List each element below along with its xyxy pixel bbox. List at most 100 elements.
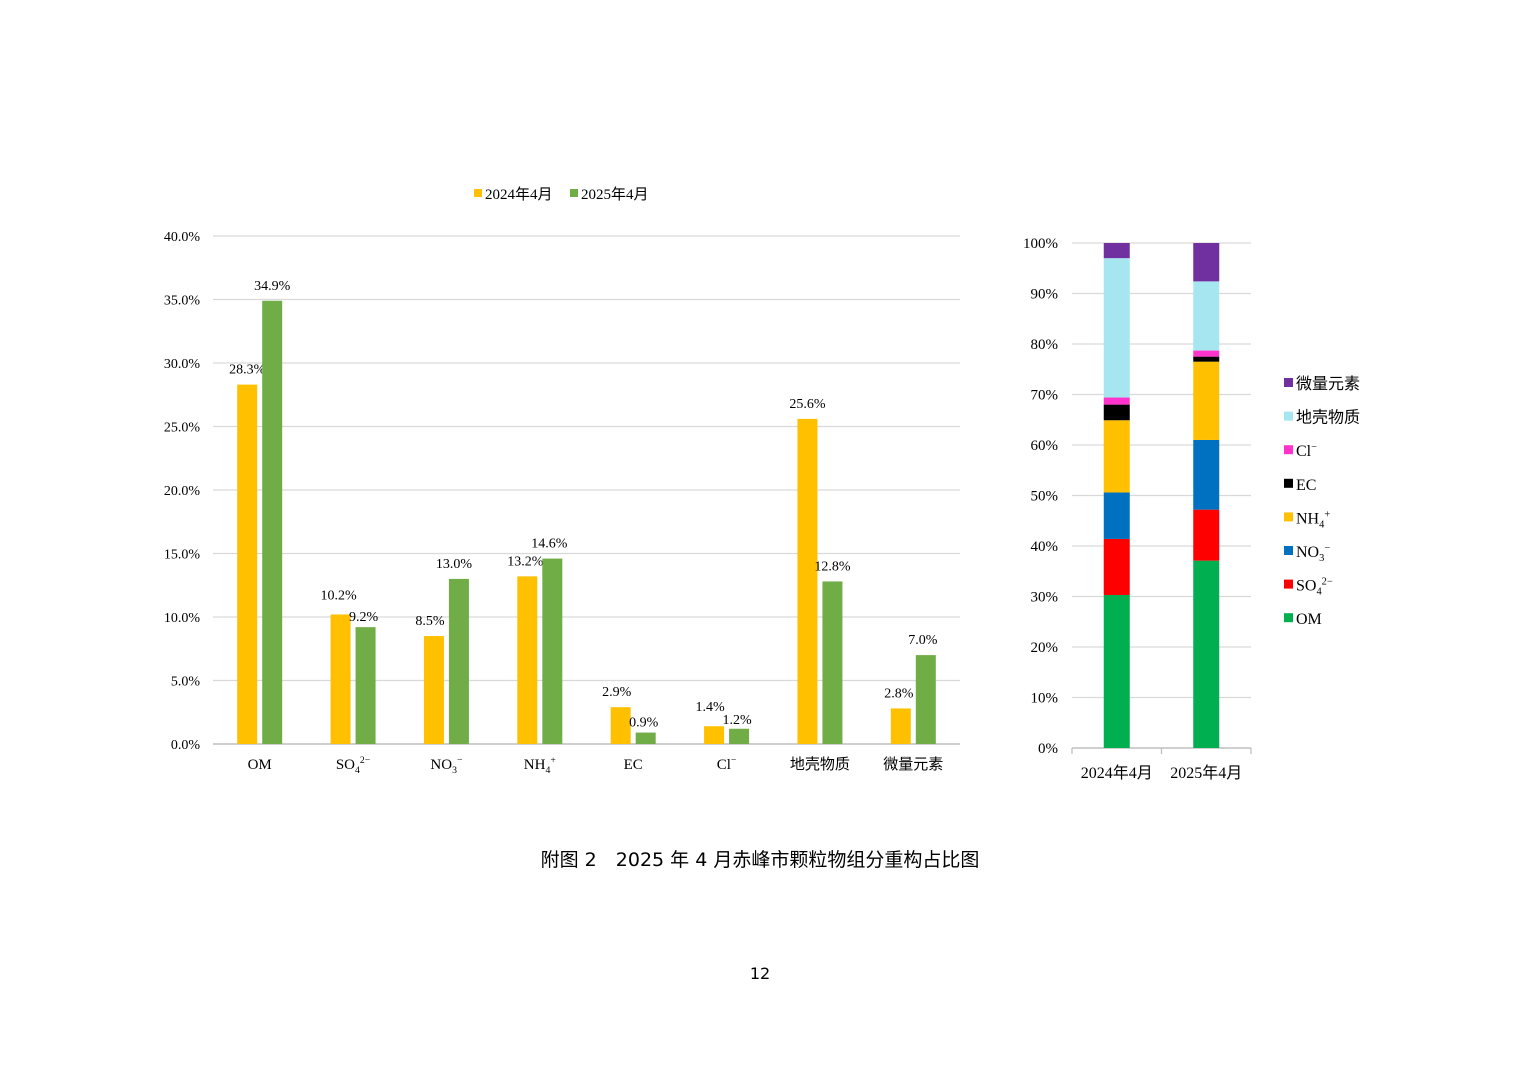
bar (423, 636, 444, 744)
stacked-segment (1103, 594, 1130, 748)
legend-swatch (474, 189, 482, 197)
x-tick-label: 2025年4月 (1170, 764, 1242, 782)
y-tick-label: 10% (1031, 691, 1059, 707)
bar (797, 418, 818, 744)
bar (729, 728, 750, 744)
figure-caption: 附图 2 2025 年 4 月赤峰市颗粒物组分重构占比图 (540, 849, 980, 871)
stacked-segment (1193, 243, 1220, 282)
legend-label: 2024年4月 (485, 186, 553, 203)
y-tick-label: 90% (1031, 287, 1059, 303)
stacked-percent-bar-chart: 0% 10% 20% 30% 40% 50% 60% 70% 80% 90% 100% 2024年4月… (1023, 236, 1360, 782)
data-label: 9.2% (349, 610, 379, 625)
data-label: 25.6% (789, 397, 826, 412)
bar (635, 732, 656, 744)
legend-swatch (1284, 579, 1293, 589)
bar (237, 384, 258, 744)
bar (610, 707, 631, 744)
stacked-segment (1193, 560, 1220, 748)
data-label: 13.0% (436, 557, 473, 572)
stacked-segment (1103, 397, 1130, 405)
data-label: 14.6% (531, 537, 568, 552)
legend-swatch (1284, 378, 1293, 387)
stacked-segment (1103, 243, 1130, 259)
bar (915, 655, 936, 744)
y-tick-label: 70% (1031, 388, 1059, 404)
stacked-segment (1193, 350, 1220, 357)
bar (822, 581, 843, 744)
data-label: 8.5% (415, 614, 445, 629)
x-tick-label: NO3− (430, 755, 463, 776)
legend-label: OM (1296, 611, 1322, 628)
stacked-segment (1103, 404, 1130, 421)
data-label: 1.4% (695, 700, 725, 715)
bar (448, 578, 469, 744)
y-tick-label: 30.0% (164, 357, 201, 372)
stacked-segment (1193, 281, 1220, 351)
y-tick-label: 40.0% (164, 230, 201, 245)
x-tick-label: 地壳物质 (790, 756, 850, 773)
data-label: 2.9% (602, 685, 632, 700)
stacked-segment (1103, 538, 1130, 595)
data-label: 1.2% (722, 713, 752, 728)
x-tick-label: NH4+ (524, 755, 557, 776)
stacked-segment (1193, 361, 1220, 440)
grouped-bar-chart: 0.0% 5.0% 10.0% 15.0% 20.0% 25.0% 30.0% 35.0% 40… (164, 186, 960, 776)
y-tick-label: 60% (1031, 438, 1059, 454)
legend-label: 微量元素 (1296, 375, 1360, 393)
data-label: 2.8% (884, 686, 914, 701)
y-tick-label: 80% (1031, 337, 1059, 353)
page-number: 12 (749, 964, 771, 983)
legend-label: NH4+ (1296, 509, 1330, 530)
data-label: 13.2% (507, 554, 544, 569)
y-tick-label: 0.0% (171, 738, 201, 753)
legend-label: 2025年4月 (581, 186, 649, 203)
legend-swatch (1284, 445, 1293, 455)
y-tick-label: 5.0% (171, 675, 201, 690)
legend-swatch (1284, 546, 1293, 555)
x-tick-label: 微量元素 (883, 756, 943, 773)
bar (330, 614, 351, 744)
bar (542, 558, 563, 744)
bar (517, 576, 538, 744)
y-tick-label: 20% (1031, 640, 1059, 656)
data-label: 28.3% (229, 363, 266, 378)
legend-label: NO3− (1296, 543, 1330, 564)
y-tick-label: 0% (1038, 741, 1058, 757)
data-label: 34.9% (254, 279, 291, 294)
y-tick-label: 50% (1031, 489, 1059, 505)
bar (355, 627, 376, 744)
x-tick-label: 2024年4月 (1081, 764, 1153, 782)
stacked-segment (1193, 509, 1220, 561)
legend-swatch (570, 189, 578, 197)
x-tick-label: Cl− (717, 755, 737, 773)
y-tick-label: 35.0% (164, 294, 201, 309)
data-label: 12.8% (814, 559, 851, 574)
x-tick-label: OM (248, 757, 272, 773)
stacked-segment (1193, 439, 1220, 510)
legend-label: Cl− (1296, 442, 1317, 460)
stacked-segment (1103, 492, 1130, 539)
stacked-segment (1103, 420, 1130, 493)
y-tick-label: 40% (1031, 539, 1059, 555)
legend-swatch (1284, 613, 1293, 623)
legend-swatch (1284, 411, 1293, 421)
y-tick-label: 30% (1031, 590, 1059, 606)
stacked-segment (1103, 258, 1130, 398)
legend-swatch (1284, 512, 1293, 522)
data-label: 0.9% (629, 716, 659, 731)
y-tick-label: 100% (1023, 236, 1058, 252)
bar (262, 300, 283, 744)
bar (704, 726, 725, 744)
legend-label: 地壳物质 (1296, 409, 1360, 427)
x-tick-label: SO42− (336, 755, 371, 776)
bar (890, 708, 911, 744)
data-label: 10.2% (320, 588, 357, 603)
legend-swatch (1284, 478, 1293, 488)
legend-label: SO42− (1296, 577, 1333, 598)
y-tick-label: 15.0% (164, 548, 201, 563)
x-tick-label: EC (624, 757, 643, 773)
y-tick-label: 25.0% (164, 421, 201, 436)
y-tick-label: 20.0% (164, 484, 201, 499)
data-label: 7.0% (908, 633, 938, 648)
